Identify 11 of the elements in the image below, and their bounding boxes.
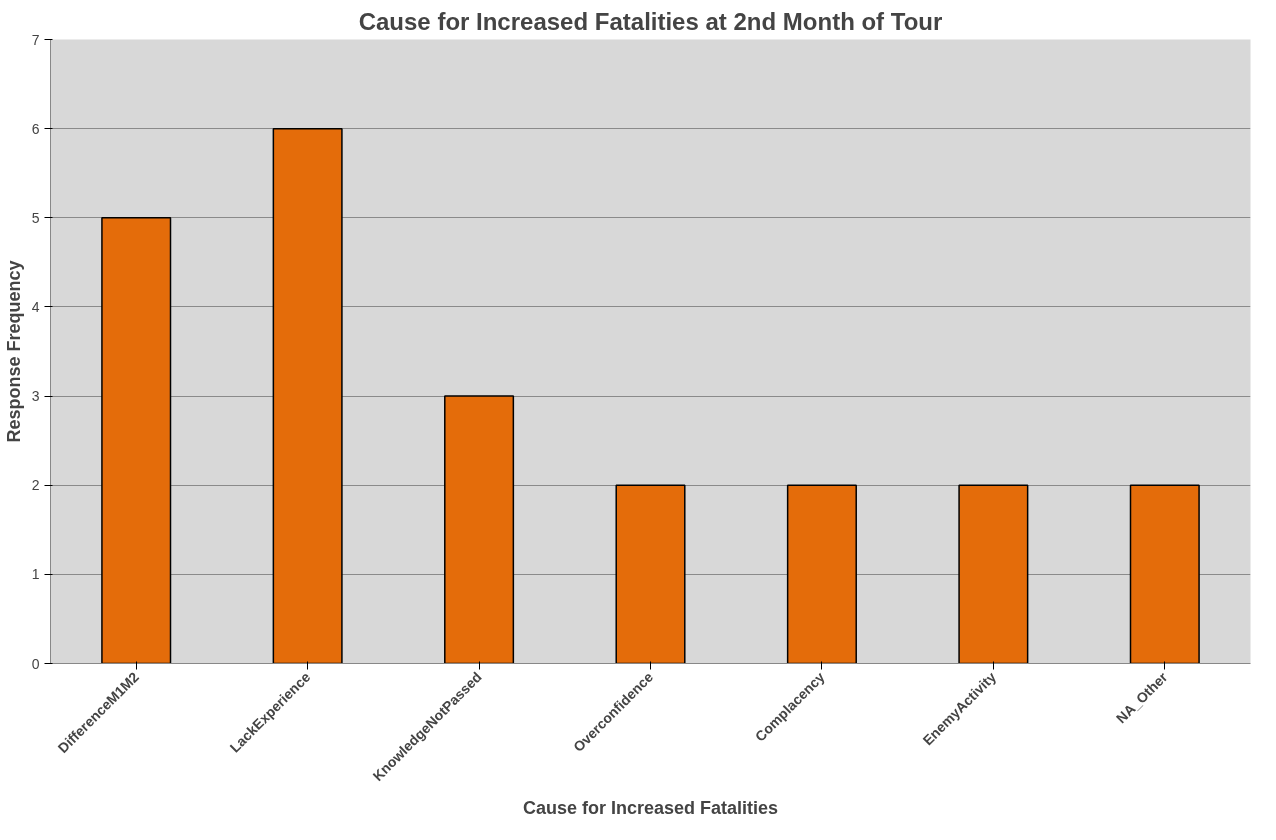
chart-title: Cause for Increased Fatalities at 2nd Month of Tour <box>358 7 943 35</box>
y-tick-label: 0 <box>31 655 40 672</box>
y-tick-label: 3 <box>31 388 40 405</box>
x-axis-title: Cause for Increased Fatalities <box>522 797 779 818</box>
y-tick-label: 4 <box>31 298 40 315</box>
y-axis-title: Response Frequency <box>3 260 24 443</box>
y-tick-label: 2 <box>31 477 40 494</box>
y-tick-label: 7 <box>31 31 40 48</box>
y-tick-label: 1 <box>31 566 40 583</box>
y-tick-label: 6 <box>31 120 40 137</box>
y-tick-label: 5 <box>31 209 40 226</box>
